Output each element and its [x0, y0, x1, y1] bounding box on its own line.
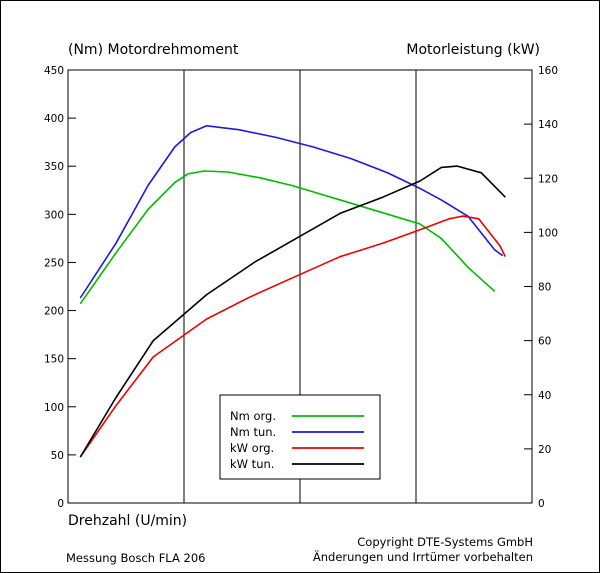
series-line-nm-org — [79, 170, 496, 305]
legend: Nm org. Nm tun. kW org. kW tun. — [219, 394, 381, 480]
right-tick-label: 120 — [538, 173, 558, 185]
right-tick-label: 60 — [538, 336, 551, 348]
left-tick-label: 0 — [57, 498, 64, 510]
right-tick-label: 80 — [538, 282, 551, 294]
legend-box — [219, 394, 381, 480]
left-axis-title: (Nm) Motordrehmoment — [68, 42, 239, 58]
left-tick-label: 100 — [44, 402, 64, 414]
left-axis-ticks: 0 50 100 150 200 250 300 350 400 450 — [44, 65, 76, 510]
left-tick-label: 450 — [44, 65, 64, 77]
series-lines — [79, 125, 507, 458]
left-tick-label: 200 — [44, 306, 64, 318]
right-tick-label: 20 — [538, 444, 551, 456]
right-tick-label: 160 — [538, 65, 558, 77]
right-axis-ticks: 0 20 40 60 80 100 120 140 160 — [524, 65, 558, 510]
left-tick-label: 400 — [44, 113, 64, 125]
legend-label: Nm tun. — [230, 425, 276, 439]
right-tick-label: 100 — [538, 227, 558, 239]
footer-copyright: Copyright DTE-Systems GmbH — [357, 535, 533, 549]
right-tick-label: 0 — [538, 498, 545, 510]
left-tick-label: 300 — [44, 209, 64, 221]
footer-disclaimer: Änderungen und Irrtümer vorbehalten — [313, 549, 533, 564]
left-tick-label: 150 — [44, 354, 64, 366]
legend-label: kW org. — [230, 441, 274, 455]
left-tick-label: 250 — [44, 257, 64, 269]
footer-measurement: Messung Bosch FLA 206 — [66, 551, 205, 565]
series-line-kw-org — [79, 215, 507, 458]
series-line-nm-tun — [79, 125, 504, 299]
left-tick-label: 350 — [44, 161, 64, 173]
left-tick-label: 50 — [51, 450, 64, 462]
right-tick-label: 140 — [538, 119, 558, 131]
series-line-kw-tun — [79, 165, 506, 458]
x-axis-label: Drehzahl (U/min) — [68, 513, 187, 529]
legend-label: kW tun. — [230, 457, 274, 471]
right-tick-label: 40 — [538, 390, 551, 402]
legend-label: Nm org. — [230, 409, 276, 423]
right-axis-title: Motorleistung (kW) — [406, 42, 540, 58]
